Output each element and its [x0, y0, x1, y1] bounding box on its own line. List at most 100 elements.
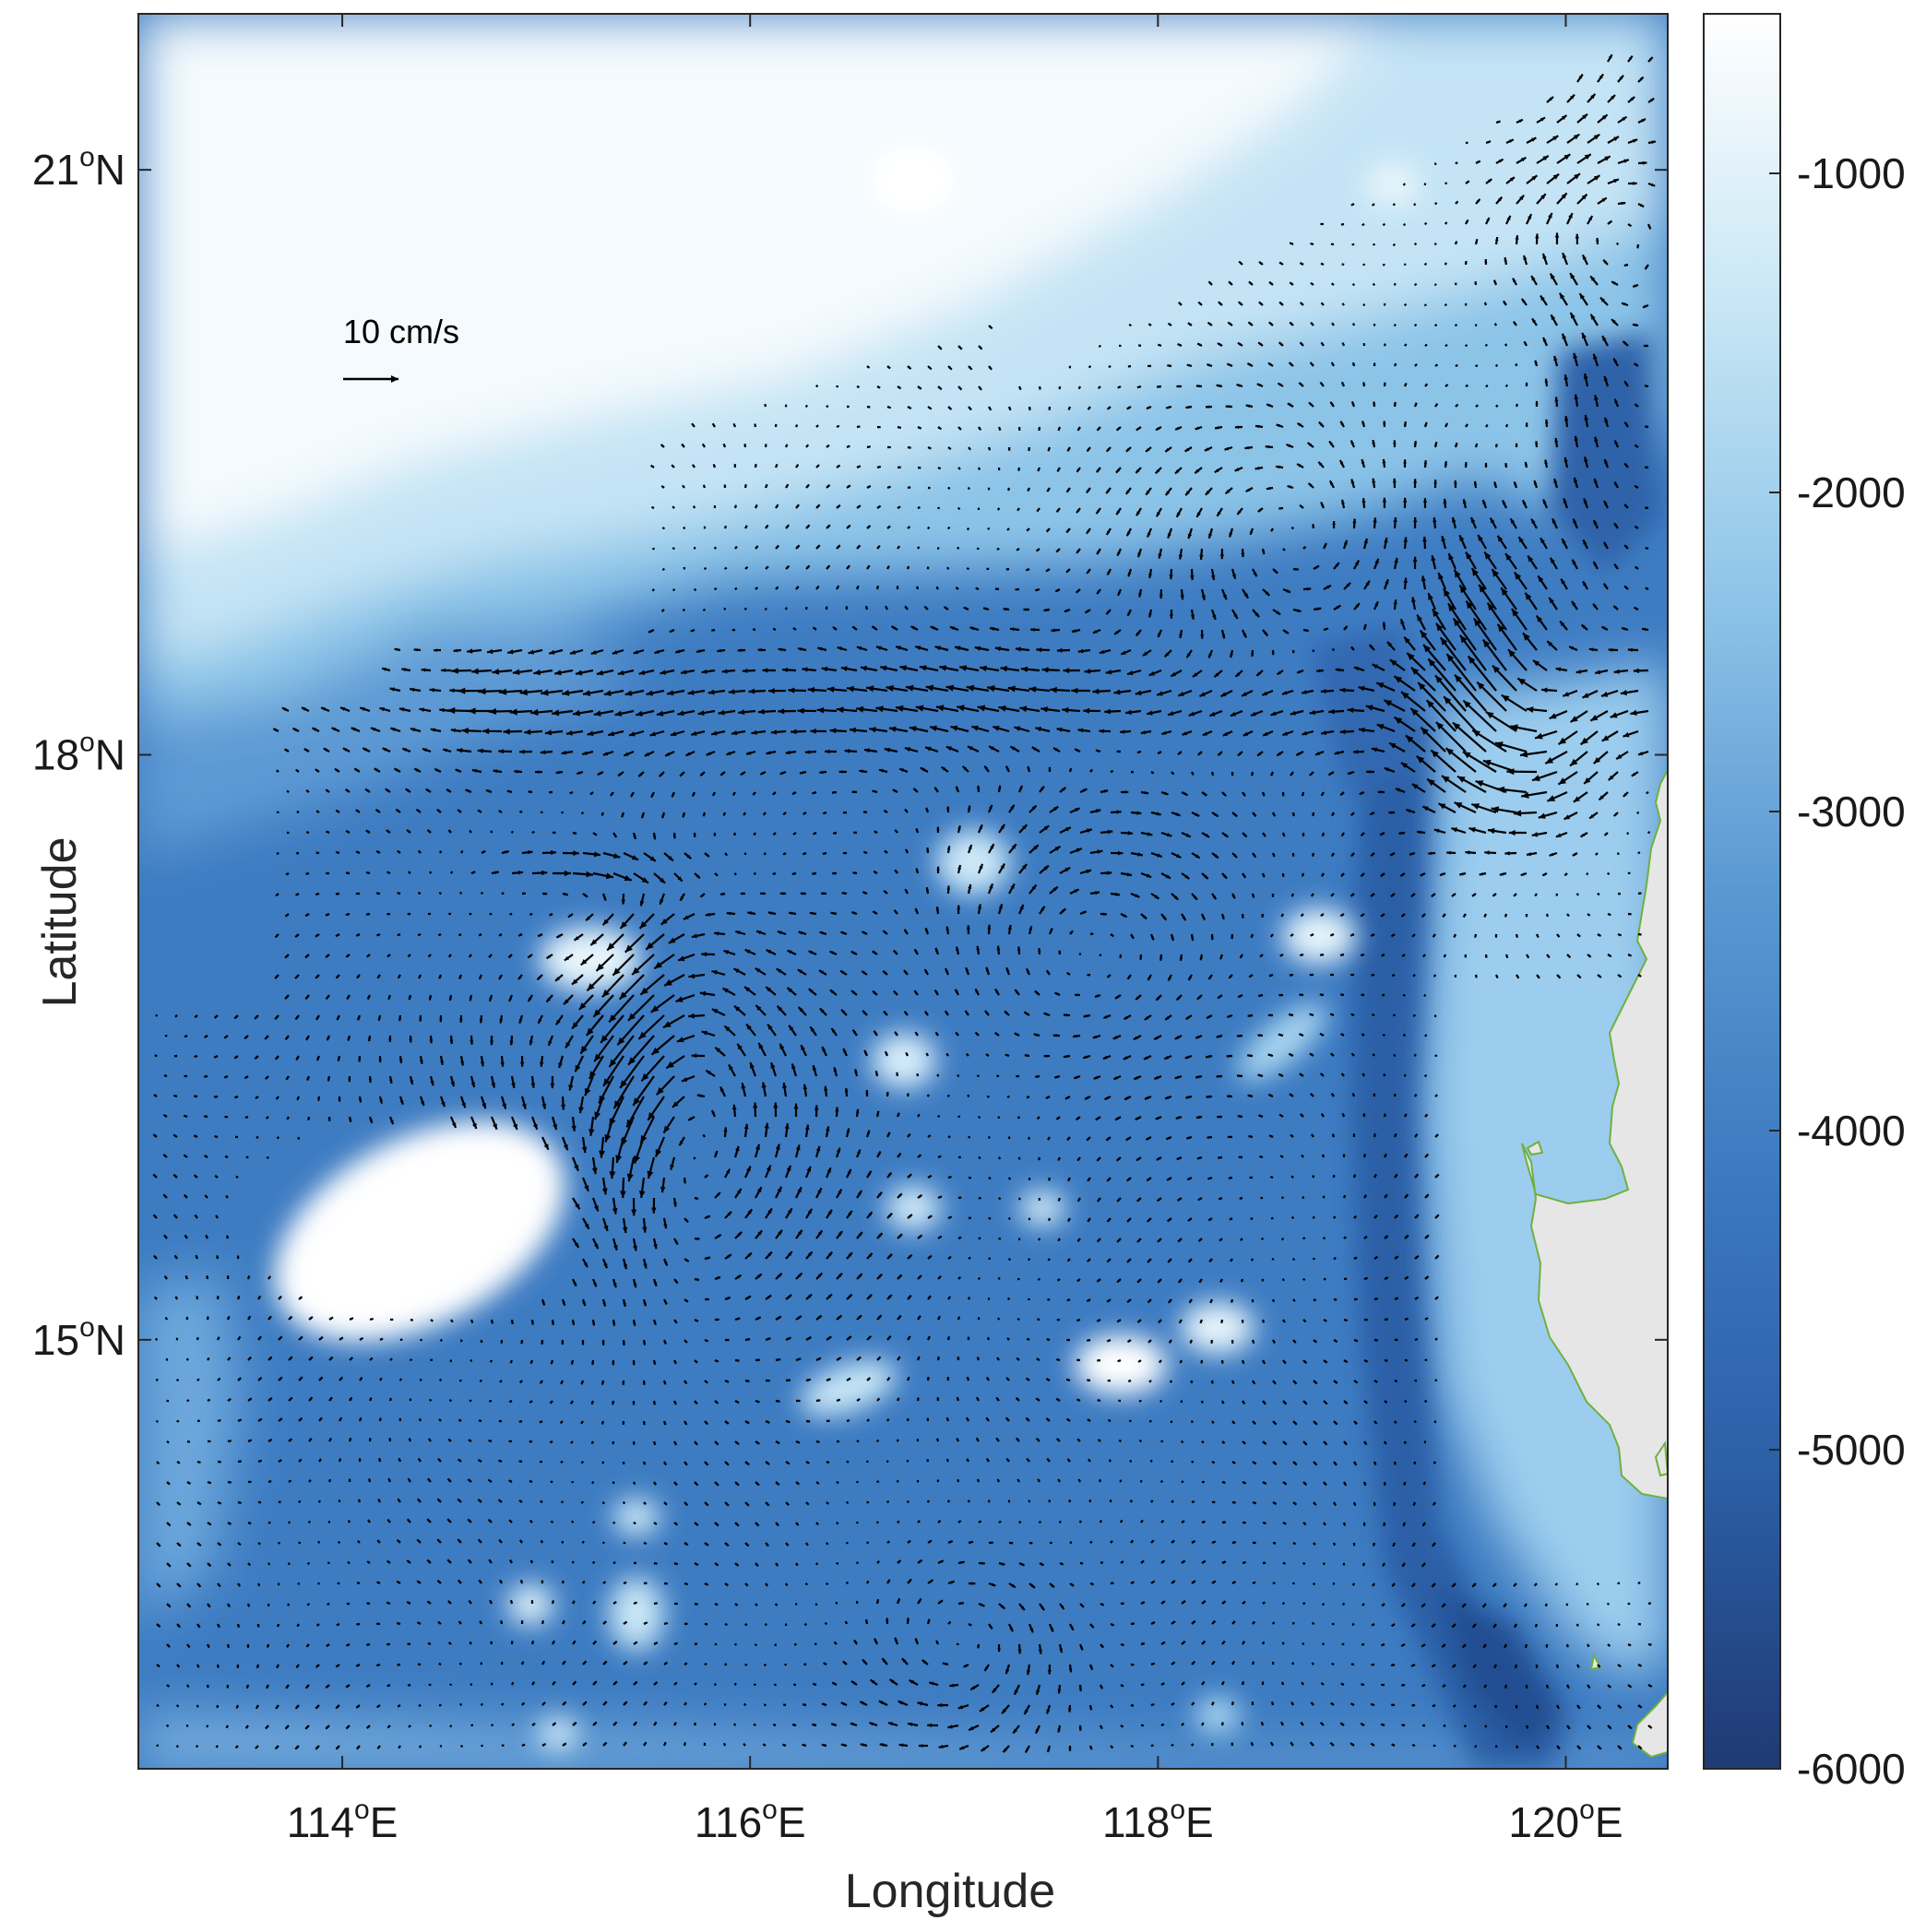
- velocity-arrow: [1312, 524, 1315, 529]
- velocity-arrow: [1281, 872, 1285, 877]
- velocity-arrow: [1167, 527, 1173, 539]
- velocity-arrow: [1581, 254, 1588, 266]
- velocity-arrow: [1546, 96, 1554, 103]
- velocity-arrow: [775, 504, 779, 509]
- velocity-arrow: [917, 385, 922, 390]
- velocity-arrow: [1422, 498, 1428, 509]
- velocity-arrow: [977, 467, 981, 470]
- velocity-arrow: [541, 1580, 544, 1584]
- velocity-arrow: [1383, 421, 1386, 428]
- velocity-arrow: [1382, 993, 1385, 997]
- velocity-arrow: [1454, 974, 1457, 978]
- velocity-arrow: [887, 445, 891, 449]
- velocity-arrow: [1382, 458, 1386, 468]
- velocity-arrow: [1271, 1661, 1275, 1665]
- velocity-arrow: [1544, 459, 1549, 468]
- velocity-arrow: [987, 446, 992, 451]
- velocity-arrow: [175, 1337, 179, 1341]
- velocity-arrow: [1455, 403, 1459, 408]
- velocity-arrow: [957, 506, 961, 511]
- velocity-arrow: [1155, 507, 1162, 517]
- velocity-arrow: [1623, 263, 1629, 267]
- velocity-arrow: [1277, 382, 1284, 387]
- velocity-arrow: [1077, 385, 1081, 390]
- velocity-arrow: [1515, 403, 1518, 408]
- velocity-arrow: [1592, 353, 1599, 367]
- velocity-arrow: [1105, 527, 1112, 536]
- velocity-arrow: [1413, 440, 1417, 448]
- velocity-arrow: [1433, 243, 1437, 246]
- velocity-arrow: [1241, 1319, 1244, 1323]
- velocity-arrow: [732, 422, 737, 428]
- velocity-arrow: [1623, 504, 1629, 509]
- velocity-arrow: [842, 851, 848, 855]
- velocity-arrow: [1433, 283, 1437, 287]
- velocity-arrow: [1484, 462, 1488, 468]
- velocity-arrow: [856, 465, 862, 468]
- velocity-arrow: [1108, 364, 1112, 369]
- velocity-arrow: [846, 444, 850, 449]
- velocity-arrow: [1320, 341, 1325, 347]
- velocity-arrow: [1444, 422, 1449, 428]
- velocity-arrow: [1017, 467, 1021, 471]
- velocity-arrow: [1454, 282, 1457, 286]
- velocity-arrow: [1637, 76, 1645, 83]
- velocity-arrow: [1350, 973, 1355, 977]
- velocity-arrow: [632, 1401, 636, 1405]
- velocity-arrow: [185, 1316, 189, 1321]
- velocity-arrow: [1475, 364, 1479, 368]
- velocity-arrow: [1545, 1643, 1549, 1648]
- velocity-arrow: [886, 405, 892, 409]
- velocity-arrow: [1423, 303, 1427, 307]
- velocity-arrow: [764, 483, 768, 489]
- velocity-arrow: [1569, 272, 1578, 286]
- velocity-arrow: [1412, 516, 1418, 529]
- velocity-arrow: [1117, 385, 1122, 389]
- velocity-arrow: [1028, 1298, 1030, 1301]
- velocity-arrow: [173, 1054, 178, 1058]
- velocity-arrow: [703, 1742, 707, 1747]
- velocity-arrow: [481, 1744, 483, 1748]
- velocity-arrow: [1228, 280, 1233, 286]
- velocity-arrow: [1227, 321, 1233, 326]
- velocity-arrow: [1632, 323, 1639, 327]
- velocity-arrow: [1225, 405, 1233, 409]
- velocity-arrow: [1599, 296, 1609, 306]
- velocity-arrow: [1474, 281, 1478, 286]
- velocity-arrow: [1574, 435, 1579, 448]
- velocity-arrow: [1485, 140, 1492, 145]
- velocity-arrow: [804, 404, 809, 409]
- velocity-arrow: [1525, 382, 1528, 386]
- velocity-arrow: [774, 1683, 777, 1687]
- velocity-arrow: [1644, 264, 1649, 270]
- velocity-arrow: [897, 425, 902, 430]
- velocity-arrow: [1145, 446, 1152, 453]
- velocity-arrow: [1047, 446, 1052, 452]
- velocity-arrow: [722, 443, 727, 448]
- velocity-arrow: [1617, 75, 1624, 83]
- y-tick-label: 21oN: [32, 142, 125, 194]
- velocity-arrow: [1265, 444, 1274, 449]
- velocity-arrow: [1393, 282, 1397, 286]
- velocity-arrow: [1372, 282, 1376, 287]
- velocity-arrow: [1373, 517, 1377, 529]
- velocity-arrow: [1433, 1420, 1437, 1424]
- velocity-arrow: [805, 524, 811, 529]
- velocity-arrow: [1046, 487, 1051, 492]
- velocity-arrow: [1594, 395, 1599, 408]
- velocity-arrow: [1587, 215, 1594, 225]
- x-tick-label: 116oE: [695, 1795, 806, 1846]
- shoal-g: [800, 1359, 898, 1416]
- velocity-arrow: [1475, 404, 1479, 408]
- velocity-arrow: [1566, 93, 1575, 103]
- velocity-arrow: [1627, 138, 1638, 145]
- velocity-arrow: [784, 1623, 788, 1627]
- velocity-arrow: [1515, 234, 1519, 245]
- velocity-arrow: [1224, 445, 1233, 451]
- velocity-arrow: [1632, 283, 1639, 288]
- velocity-arrow: [1350, 479, 1356, 489]
- velocity-arrow: [1611, 280, 1619, 286]
- velocity-arrow: [1563, 415, 1569, 428]
- velocity-arrow: [1555, 1623, 1559, 1628]
- velocity-arrow: [1205, 405, 1213, 409]
